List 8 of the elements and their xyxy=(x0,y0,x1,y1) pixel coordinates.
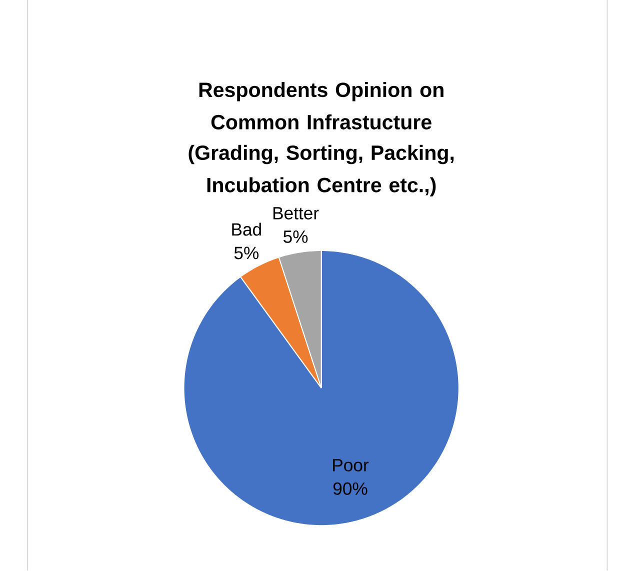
data-label: 5% xyxy=(284,230,308,244)
chart-subtitle: (Grading, Sorting, Packing, Incubation Centre etc.,) xyxy=(188,145,454,196)
chart-title: Respondents Opinion on Common Infrastucture xyxy=(199,82,444,130)
data-label: 90% xyxy=(333,482,368,495)
slice-label: Poor xyxy=(333,459,369,472)
data-label: 5% xyxy=(234,246,259,260)
slice-label: Better xyxy=(273,207,319,220)
slice-label: Bad xyxy=(232,222,261,236)
